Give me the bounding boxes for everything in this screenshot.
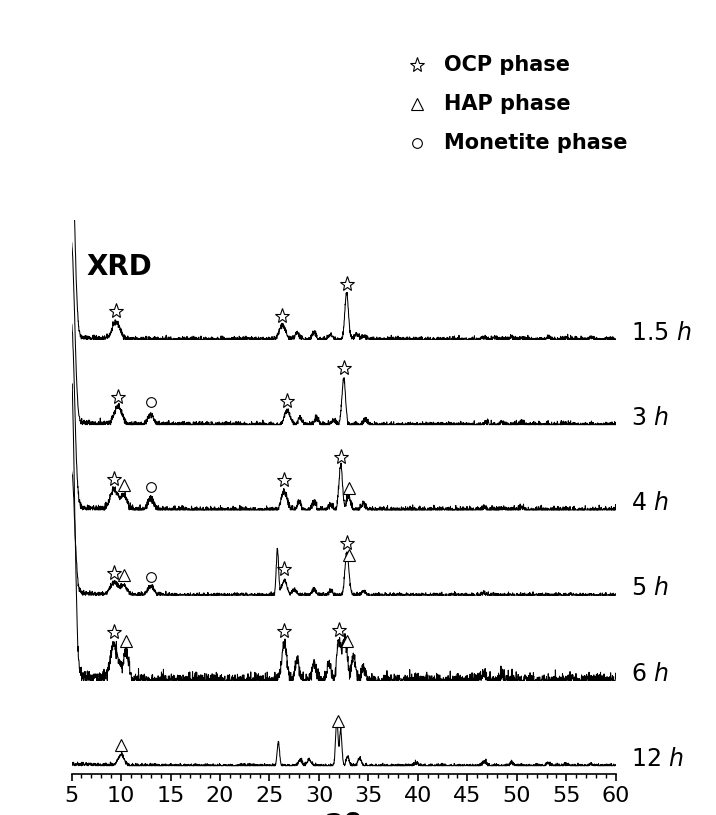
Text: $\bf{\it{4\ h}}$: $\bf{\it{4\ h}}$ (631, 491, 669, 515)
Text: XRD: XRD (87, 253, 153, 281)
Text: Monetite phase: Monetite phase (444, 134, 627, 153)
X-axis label: 2θ: 2θ (324, 812, 363, 815)
Text: $\bf{\it{1.5\ h}}$: $\bf{\it{1.5\ h}}$ (631, 320, 691, 345)
Text: $\bf{\it{6\ h}}$: $\bf{\it{6\ h}}$ (631, 662, 669, 685)
Text: $\bf{\it{3\ h}}$: $\bf{\it{3\ h}}$ (631, 406, 669, 430)
Text: $\bf{\it{5\ h}}$: $\bf{\it{5\ h}}$ (631, 576, 669, 601)
Text: HAP phase: HAP phase (444, 95, 571, 114)
Text: OCP phase: OCP phase (444, 55, 570, 75)
Text: $\bf{\it{12\ h}}$: $\bf{\it{12\ h}}$ (631, 747, 684, 771)
